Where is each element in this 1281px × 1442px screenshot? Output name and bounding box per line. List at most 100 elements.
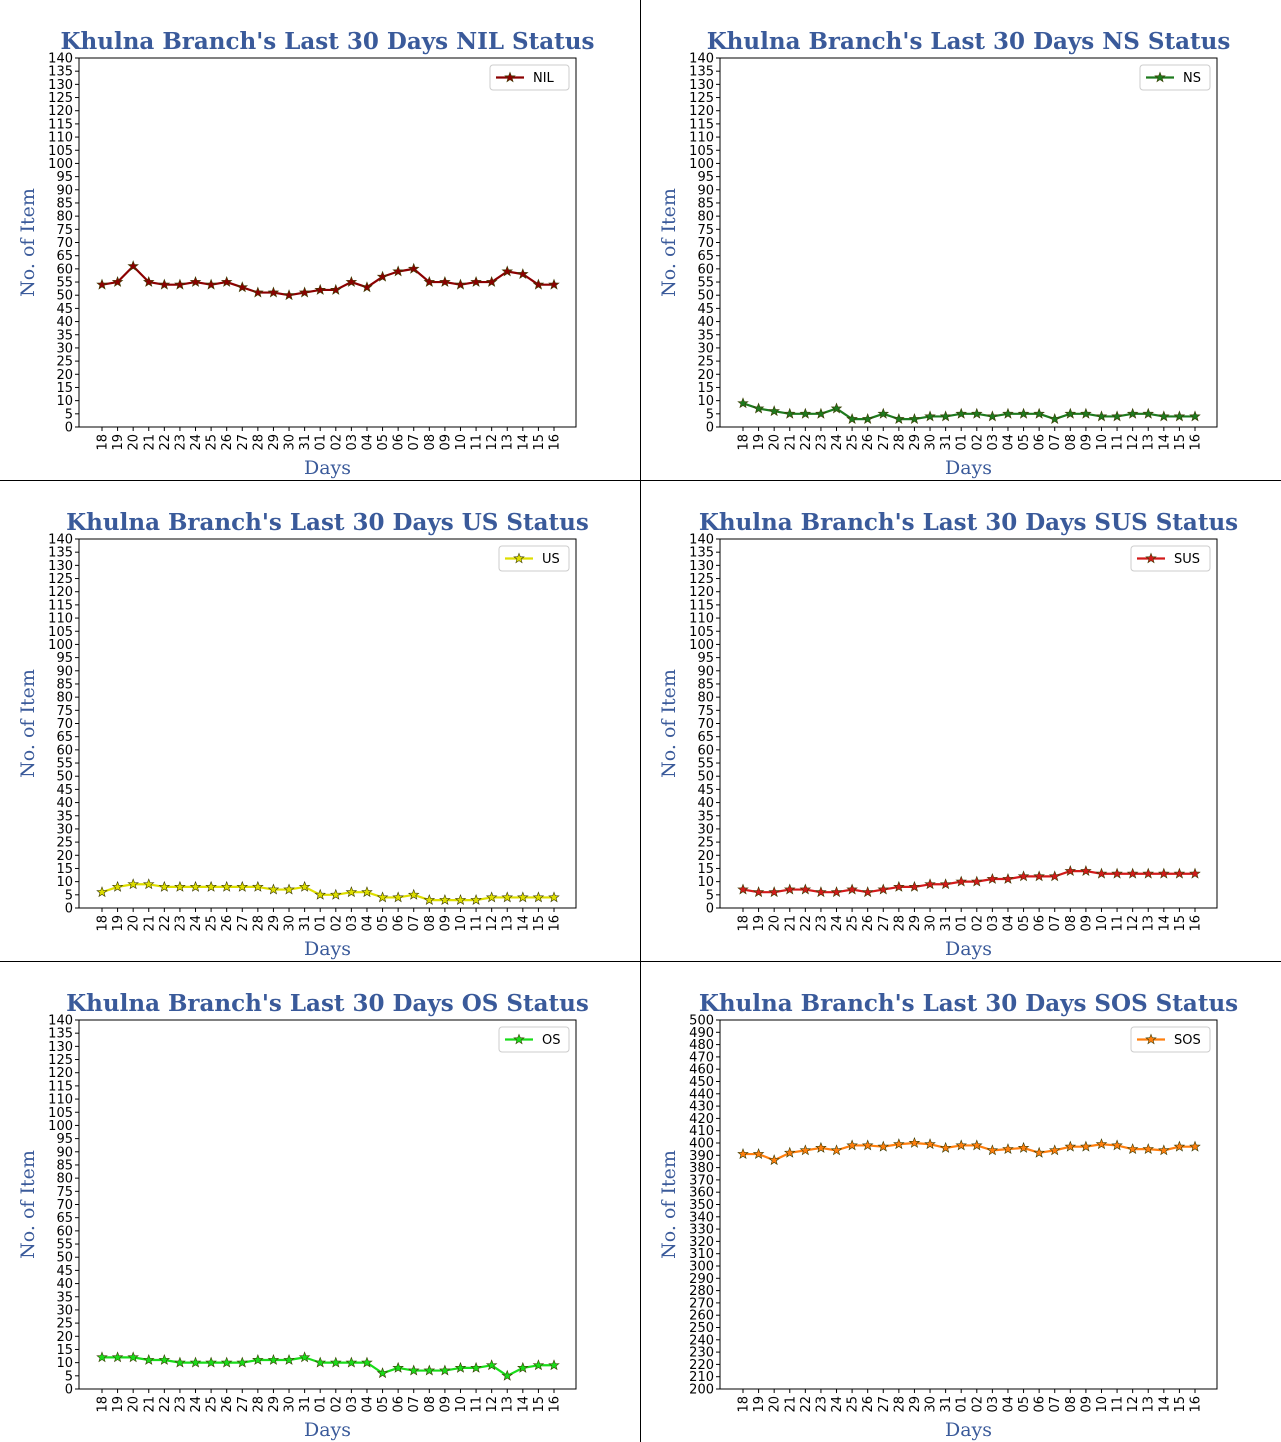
y-tick-label: 65 (697, 730, 714, 745)
y-axis: 0510152025303540455055606570758085909510… (48, 52, 79, 436)
data-point-star (345, 886, 358, 898)
y-tick-label: 110 (48, 131, 73, 146)
x-tick-label: 18 (737, 915, 752, 932)
x-tick-label: 08 (1064, 434, 1079, 451)
legend: SUS (1130, 545, 1211, 572)
data-point-star (799, 407, 812, 419)
legend: NS (1139, 64, 1211, 91)
y-tick-label: 15 (56, 1343, 73, 1358)
data-point-star (815, 407, 827, 419)
data-point-star (1111, 867, 1123, 879)
y-tick-label: 85 (56, 1158, 73, 1173)
x-tick-label: 18 (737, 1396, 752, 1413)
legend: OS (498, 1026, 570, 1053)
data-point-star (986, 410, 999, 422)
data-point-star (501, 1369, 514, 1381)
y-tick-label: 85 (697, 196, 714, 211)
x-tick-label: 10 (1095, 1396, 1110, 1413)
y-tick-label: 50 (697, 770, 714, 785)
x-tick-label: 16 (548, 915, 563, 932)
x-tick-label: 22 (158, 915, 173, 932)
data-point-star (407, 888, 420, 900)
y-tick-label: 135 (689, 65, 714, 80)
y-tick-label: 400 (689, 1137, 714, 1152)
y-tick-label: 370 (689, 1173, 714, 1188)
line-chart: Khulna Branch's Last 30 Days NS Status05… (658, 28, 1230, 479)
legend-label: OS (542, 1033, 560, 1048)
y-tick-label: 115 (48, 598, 73, 613)
y-tick-label: 95 (697, 651, 714, 666)
data-point-star (752, 886, 765, 898)
y-tick-label: 20 (56, 368, 73, 383)
y-tick-label: 90 (56, 664, 73, 679)
y-axis: 2002102202302402502602702802903003103203… (689, 1014, 720, 1398)
y-tick-label: 250 (689, 1321, 714, 1336)
data-point-star (861, 886, 874, 898)
x-tick-label: 11 (1111, 1396, 1126, 1413)
y-tick-label: 125 (689, 91, 714, 106)
data-point-star (111, 1351, 124, 1363)
data-point-star (1048, 870, 1061, 882)
data-point-star (861, 413, 874, 424)
y-tick-label: 135 (48, 65, 73, 80)
x-tick-label: 14 (516, 434, 531, 451)
legend-label: SUS (1174, 552, 1200, 567)
data-point-star (532, 891, 545, 903)
y-tick-label: 50 (697, 289, 714, 304)
data-point-star (174, 880, 186, 892)
x-tick-label: 06 (392, 1396, 407, 1413)
x-tick-label: 06 (392, 915, 407, 932)
y-tick-label: 95 (697, 170, 714, 185)
y-tick-label: 60 (56, 743, 73, 758)
x-tick-label: 05 (376, 915, 391, 932)
x-tick-label: 16 (1189, 915, 1204, 932)
x-tick-label: 29 (908, 434, 923, 451)
x-axis-label: Days (945, 457, 992, 479)
y-tick-label: 15 (56, 862, 73, 877)
x-tick-label: 08 (1064, 1396, 1079, 1413)
y-tick-label: 75 (697, 223, 714, 238)
data-point-star (127, 260, 139, 272)
x-tick-label: 18 (737, 434, 752, 451)
y-axis-label: No. of Item (658, 188, 680, 297)
data-point-star (330, 1356, 342, 1368)
y-tick-label: 95 (56, 1132, 73, 1147)
data-point-star (454, 894, 467, 905)
data-point-star (485, 891, 498, 903)
y-tick-label: 135 (48, 546, 73, 561)
data-point-star (737, 883, 749, 895)
x-tick-label: 07 (407, 434, 422, 451)
x-tick-label: 04 (1001, 915, 1016, 932)
data-point-star (752, 1148, 765, 1159)
x-tick-label: 19 (752, 915, 767, 932)
plot-area-frame (719, 1019, 1218, 1390)
x-tick-label: 20 (768, 434, 783, 451)
data-point-star (423, 894, 436, 905)
y-tick-label: 15 (697, 862, 714, 877)
legend-star-marker (513, 1033, 525, 1045)
y-tick-label: 320 (689, 1235, 714, 1250)
data-point-star (96, 1351, 108, 1363)
data-point-star (737, 1148, 749, 1159)
y-tick-label: 95 (56, 170, 73, 185)
y-tick-label: 30 (697, 341, 714, 356)
chart-title: Khulna Branch's Last 30 Days OS Status (66, 990, 589, 1017)
x-tick-label: 31 (939, 915, 954, 932)
y-tick-label: 20 (697, 849, 714, 864)
y-tick-label: 125 (48, 91, 73, 106)
x-tick-label: 16 (548, 434, 563, 451)
y-tick-label: 200 (689, 1383, 714, 1398)
y-tick-label: 0 (65, 421, 73, 436)
data-point-star (861, 1139, 874, 1151)
chart-panel-sos: Khulna Branch's Last 30 Days SOS Status 2… (641, 962, 1281, 1442)
x-tick-label: 30 (283, 434, 298, 451)
y-tick-label: 55 (697, 757, 714, 772)
data-point-star (924, 878, 936, 890)
x-tick-label: 01 (314, 434, 329, 451)
y-tick-label: 140 (689, 52, 714, 67)
y-tick-label: 35 (56, 328, 73, 343)
y-tick-label: 30 (56, 1303, 73, 1318)
x-tick-label: 04 (360, 915, 375, 932)
data-point-star (142, 275, 155, 287)
